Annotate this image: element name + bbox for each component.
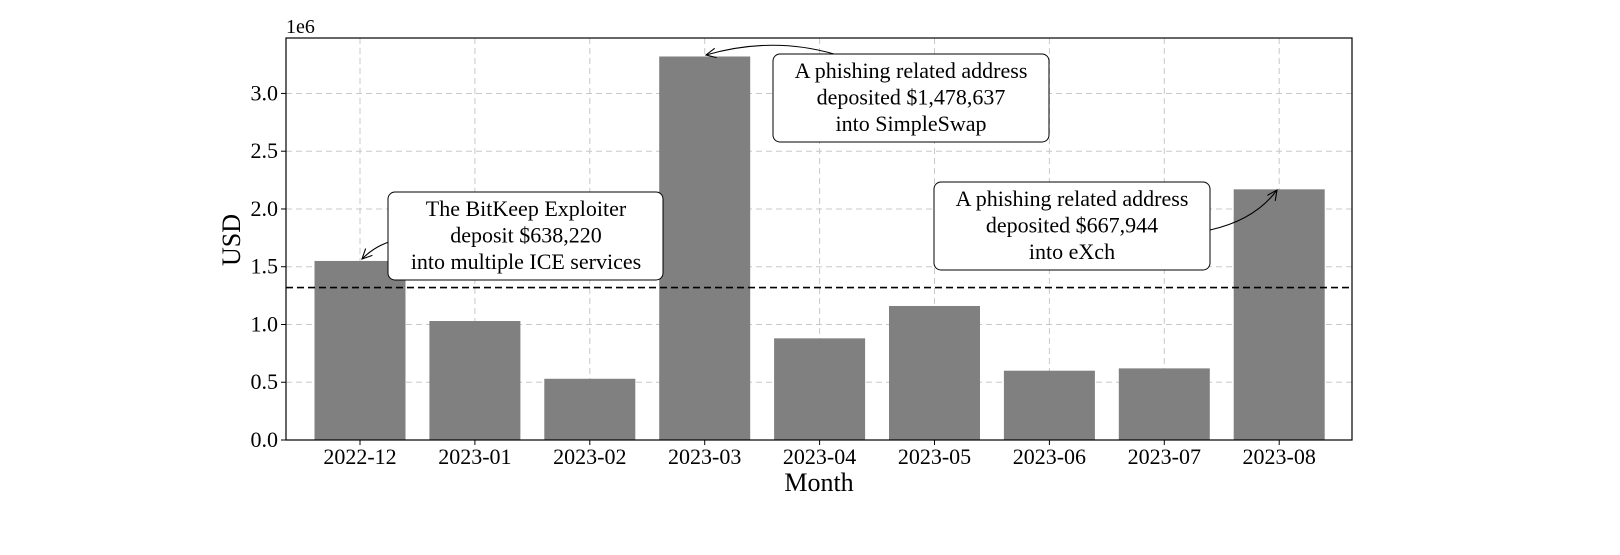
bar-2023-02 (544, 378, 636, 440)
annotation-text-line: into multiple ICE services (411, 249, 641, 274)
annotation-text-line: into eXch (1029, 239, 1115, 264)
y-ticks: 0.0 0.5 1.0 1.5 2.0 2.5 3.0 (251, 80, 286, 452)
annotation-text-line: into SimpleSwap (836, 111, 987, 136)
annotation-text-line: deposited $1,478,637 (817, 85, 1006, 110)
bar-2023-06 (1003, 370, 1095, 440)
annotation-arrowhead (1267, 188, 1278, 201)
plot-frame (285, 37, 1353, 441)
y-tick-label: 3.0 (251, 80, 279, 105)
bar-2023-08 (1233, 189, 1325, 440)
bar-2023-07 (1118, 368, 1210, 440)
annotation-text-line: The BitKeep Exploiter (426, 196, 627, 221)
x-tick-label: 2023-02 (553, 444, 626, 469)
annotation-arrowhead (704, 47, 717, 59)
annotation-text-line: deposit $638,220 (450, 223, 602, 248)
annotation-box (772, 53, 1050, 143)
annotation-arrow (1209, 189, 1278, 231)
annotation-text-line: deposited $667,944 (986, 213, 1158, 238)
annotation-text-line: A phishing related address (795, 58, 1028, 83)
bar-2023-03 (659, 56, 751, 440)
bars-layer (314, 56, 1325, 440)
bar-2022-12 (314, 260, 406, 440)
y-axis-title: USD (217, 214, 246, 266)
x-axis-title: Month (784, 468, 853, 497)
x-tick-label: 2023-08 (1243, 444, 1316, 469)
y-tick-label: 0.0 (251, 427, 279, 452)
annotation-arrow (705, 44, 835, 56)
x-tick-label: 2023-06 (1013, 444, 1086, 469)
y-exponent-label: 1e6 (286, 16, 315, 38)
x-tick-label: 2022-12 (323, 444, 396, 469)
annotation-box (387, 191, 664, 281)
x-tick-label: 2023-01 (438, 444, 511, 469)
bar-2023-01 (429, 321, 521, 440)
annotation-box (933, 181, 1211, 271)
annotation-arrowhead (361, 248, 373, 260)
bar-2023-04 (774, 338, 866, 440)
bar-2023-05 (889, 306, 980, 440)
x-ticks: 2022-12 2023-01 2023-02 2023-03 2023-04 2023-… (323, 440, 1316, 469)
x-tick-label: 2023-07 (1128, 444, 1201, 469)
y-tick-label: 0.5 (251, 369, 279, 394)
x-tick-label: 2023-03 (668, 444, 741, 469)
y-tick-label: 2.5 (251, 138, 279, 163)
y-tick-label: 1.0 (251, 311, 279, 336)
y-tick-label: 2.0 (251, 196, 279, 221)
x-tick-label: 2023-04 (783, 444, 856, 469)
y-tick-label: 1.5 (251, 254, 279, 279)
x-tick-label: 2023-05 (898, 444, 971, 469)
annotation-text-line: A phishing related address (956, 186, 1189, 211)
